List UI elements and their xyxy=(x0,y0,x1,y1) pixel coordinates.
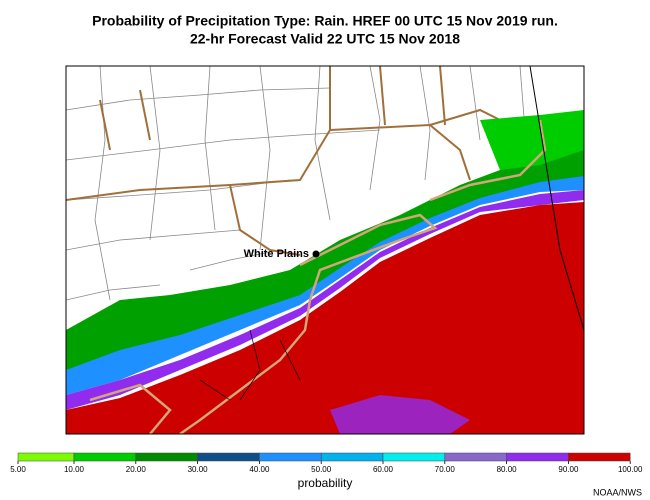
colorbar-tick-label: 90.00 xyxy=(558,465,579,474)
colorbar-segment xyxy=(320,452,384,462)
colorbar-segment xyxy=(259,452,322,462)
colorbar-segment xyxy=(444,452,507,462)
colorbar-segment xyxy=(506,452,569,462)
colorbar-label: probability xyxy=(298,476,353,490)
colorbar-tick-label: 100.00 xyxy=(618,465,643,474)
colorbar-segment xyxy=(135,452,198,462)
colorbar-tick-label: 60.00 xyxy=(373,465,394,474)
colorbar-segment xyxy=(197,452,260,462)
colorbar-segment xyxy=(382,452,446,462)
colorbar-segment xyxy=(17,452,75,462)
colorbar-tick-label: 70.00 xyxy=(435,465,456,474)
colorbar-segment xyxy=(73,452,137,462)
colorbar-tick-label: 20.00 xyxy=(126,465,147,474)
colorbar-segment xyxy=(568,452,631,462)
place-marker xyxy=(312,250,320,258)
colorbar-tick-label: 30.00 xyxy=(188,465,209,474)
title-line: 22-hr Forecast Valid 22 UTC 15 Nov 2018 xyxy=(190,31,460,47)
place-label: White Plains xyxy=(244,248,309,260)
colorbar-tick-label: 10.00 xyxy=(64,465,85,474)
title-line: Probability of Precipitation Type: Rain.… xyxy=(92,13,558,29)
colorbar-tick-label: 80.00 xyxy=(497,465,518,474)
colorbar-tick-label: 50.00 xyxy=(311,465,332,474)
colorbar-tick-label: 40.00 xyxy=(249,465,270,474)
credit: NOAA/NWS xyxy=(593,487,642,497)
map: White Plains xyxy=(65,65,585,435)
colorbar-tick-label: 5.00 xyxy=(10,465,26,474)
